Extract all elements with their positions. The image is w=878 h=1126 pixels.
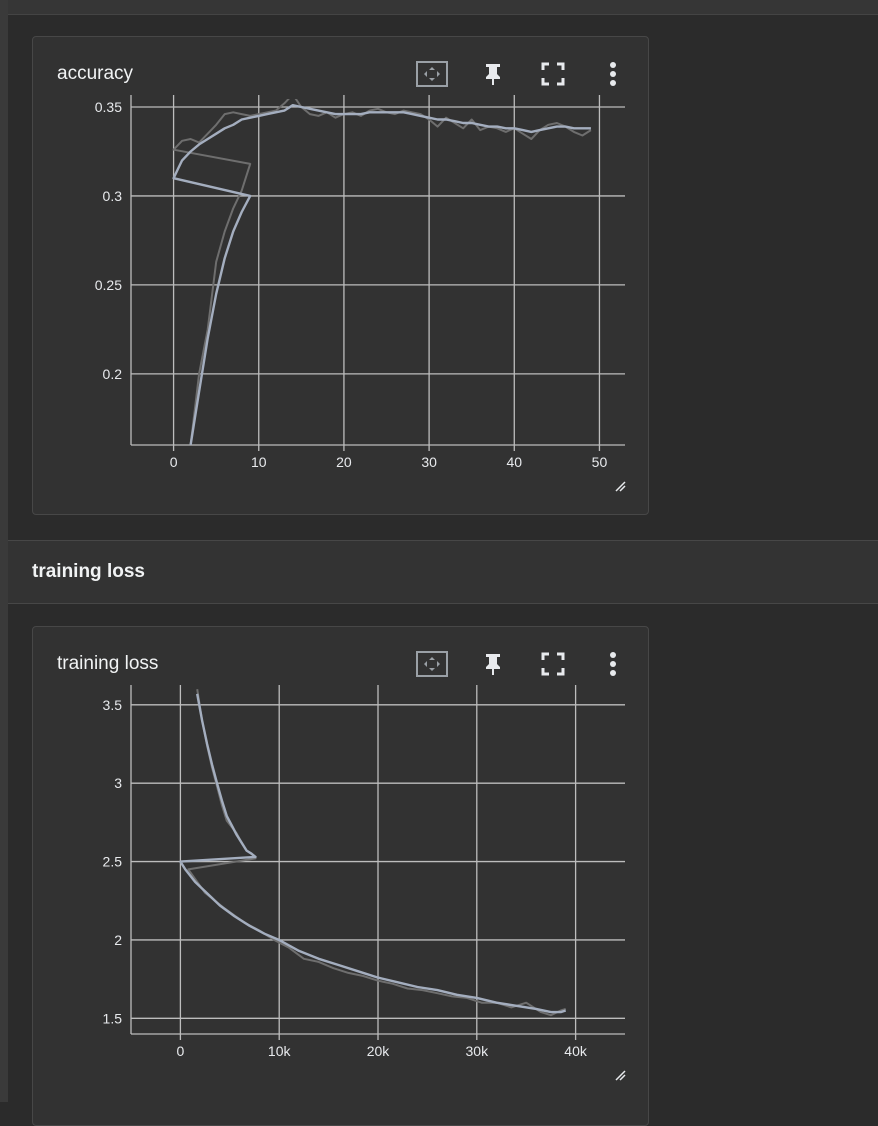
chart-card-accuracy: accuracy 0 10 20 30 40 50 0.2 0.25 0.3 0.35 [32, 36, 649, 515]
fullscreen-button[interactable] [537, 649, 569, 679]
fit-domain-button[interactable] [416, 649, 448, 679]
accuracy-chart[interactable]: 0 10 20 30 40 50 0.2 0.25 0.3 0.35 [33, 37, 648, 514]
x-tick-label: 30k [466, 1043, 490, 1059]
chart-card-training-loss: training loss 0 10k 20k 30k 40k 1.5 2 2.5 3 3.5 [32, 626, 649, 1126]
resize-handle-icon[interactable] [614, 1069, 626, 1081]
left-rail [0, 0, 8, 1102]
y-tick-label: 3.5 [103, 697, 123, 713]
y-tick-label: 0.2 [103, 366, 123, 382]
x-tick-label: 10k [268, 1043, 292, 1059]
y-tick-label: 1.5 [103, 1010, 123, 1026]
more-options-button[interactable] [597, 649, 629, 679]
y-tick-label: 0.25 [95, 277, 122, 293]
y-tick-label: 2.5 [103, 854, 123, 870]
fit-domain-icon [416, 61, 448, 87]
series-group [179, 689, 567, 1017]
more-vert-icon [610, 62, 616, 86]
pin-button[interactable] [477, 59, 509, 89]
y-tick-label: 2 [114, 932, 122, 948]
x-tick-label: 0 [177, 1043, 185, 1059]
x-tick-label: 20k [367, 1043, 391, 1059]
raw-series-line [187, 689, 567, 1017]
series-group [172, 99, 592, 445]
card-title: training loss [57, 653, 159, 674]
raw-series-line [172, 99, 592, 445]
x-tick-label: 20 [336, 454, 352, 470]
group-title: training loss [32, 561, 145, 582]
y-tick-label: 3 [114, 775, 122, 791]
top-strip [8, 0, 878, 15]
resize-handle-icon[interactable] [614, 480, 626, 492]
smoothed-series-line [172, 103, 591, 445]
x-tick-label: 50 [592, 454, 608, 470]
x-tick-label: 40k [564, 1043, 588, 1059]
more-vert-icon [610, 652, 616, 676]
training-loss-chart[interactable]: 0 10k 20k 30k 40k 1.5 2 2.5 3 3.5 [33, 627, 648, 1103]
x-tick-label: 30 [421, 454, 437, 470]
pin-icon [486, 64, 500, 85]
more-options-button[interactable] [597, 59, 629, 89]
x-tick-label: 10 [251, 454, 267, 470]
pin-icon [486, 654, 500, 675]
fit-domain-icon [416, 651, 448, 677]
card-title: accuracy [57, 63, 134, 84]
fullscreen-icon [541, 62, 565, 86]
fullscreen-icon [541, 652, 565, 676]
smoothed-series-line [179, 693, 567, 1014]
y-tick-label: 0.35 [95, 99, 122, 115]
x-tick-label: 0 [170, 454, 178, 470]
y-tick-label: 0.3 [103, 188, 123, 204]
fit-domain-button[interactable] [416, 59, 448, 89]
fullscreen-button[interactable] [537, 59, 569, 89]
x-tick-label: 40 [506, 454, 522, 470]
group-header: training loss [8, 540, 878, 604]
pin-button[interactable] [477, 649, 509, 679]
